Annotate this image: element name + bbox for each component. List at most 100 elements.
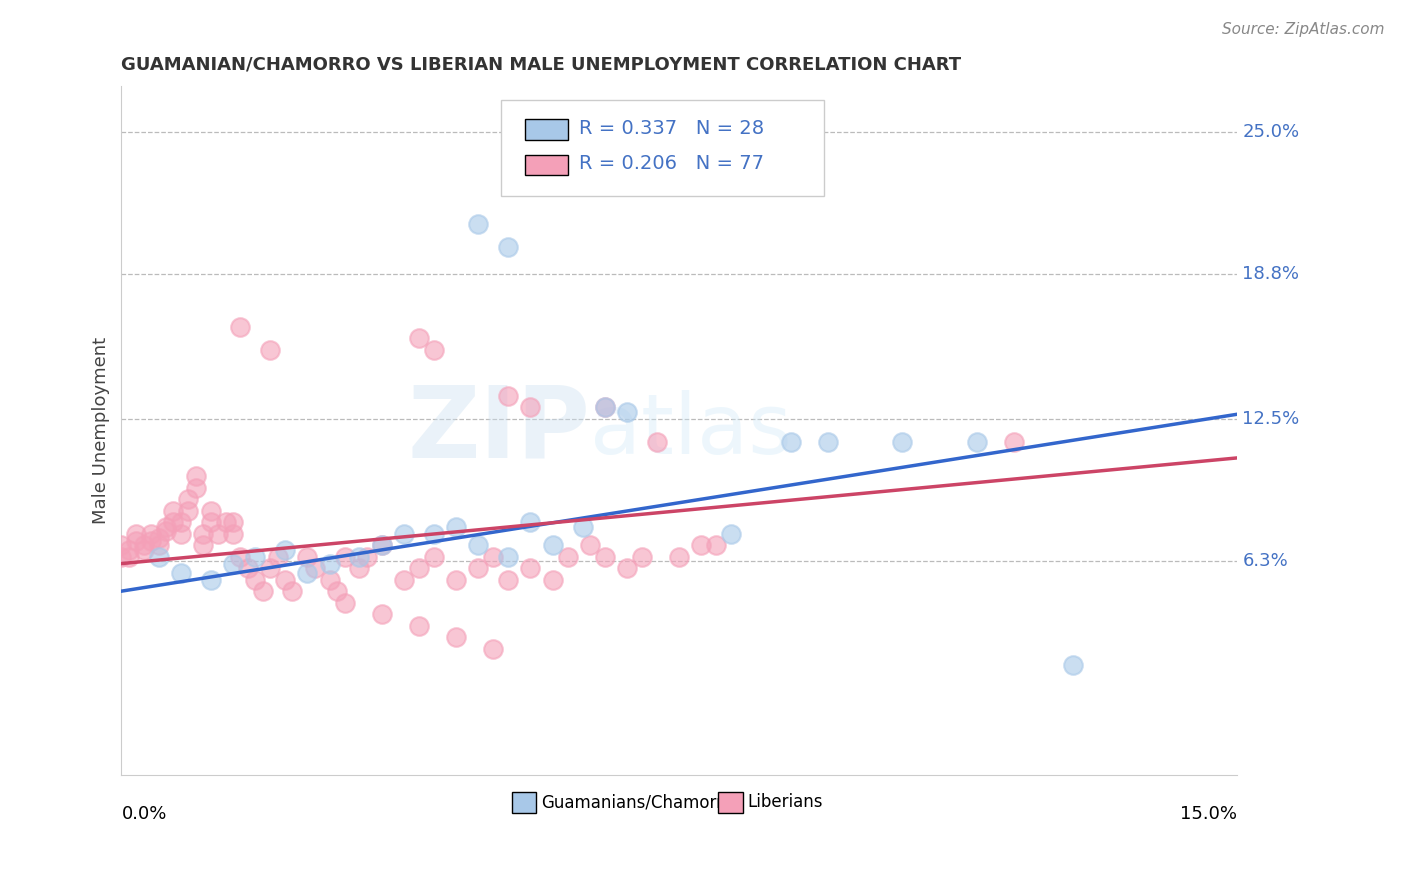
Text: R = 0.337   N = 28: R = 0.337 N = 28 bbox=[579, 119, 763, 138]
Point bbox=[193, 526, 215, 541]
Point bbox=[423, 526, 446, 541]
Point bbox=[392, 526, 415, 541]
Point bbox=[193, 538, 215, 552]
Text: Guamanians/Chamorros: Guamanians/Chamorros bbox=[541, 794, 741, 812]
Point bbox=[259, 343, 281, 357]
Text: 15.0%: 15.0% bbox=[1180, 805, 1237, 823]
Point bbox=[245, 573, 267, 587]
Point bbox=[155, 520, 177, 534]
Point bbox=[170, 526, 193, 541]
Text: atlas: atlas bbox=[591, 390, 792, 471]
Point bbox=[408, 561, 430, 575]
Text: 18.8%: 18.8% bbox=[1243, 265, 1299, 283]
Point bbox=[423, 549, 446, 564]
Point bbox=[467, 217, 489, 231]
Text: 12.5%: 12.5% bbox=[1243, 410, 1299, 428]
Point bbox=[184, 481, 207, 495]
Point bbox=[817, 434, 839, 449]
Point bbox=[541, 573, 564, 587]
Point bbox=[349, 561, 371, 575]
Point bbox=[706, 538, 728, 552]
Point bbox=[162, 504, 184, 518]
Point bbox=[259, 561, 281, 575]
Point bbox=[222, 526, 245, 541]
Point bbox=[349, 549, 371, 564]
Point bbox=[274, 573, 297, 587]
Text: 0.0%: 0.0% bbox=[121, 805, 167, 823]
Text: ZIP: ZIP bbox=[408, 382, 591, 479]
Point bbox=[125, 533, 148, 548]
Point bbox=[370, 538, 392, 552]
Point bbox=[155, 524, 177, 539]
Point bbox=[467, 538, 489, 552]
Point bbox=[229, 320, 252, 334]
Point bbox=[333, 596, 356, 610]
Text: GUAMANIAN/CHAMORRO VS LIBERIAN MALE UNEMPLOYMENT CORRELATION CHART: GUAMANIAN/CHAMORRO VS LIBERIAN MALE UNEM… bbox=[121, 55, 962, 73]
Point bbox=[207, 526, 229, 541]
Point bbox=[1002, 434, 1025, 449]
Point bbox=[408, 618, 430, 632]
Point bbox=[162, 515, 184, 529]
Point bbox=[318, 557, 340, 571]
Point bbox=[616, 561, 638, 575]
Point bbox=[200, 515, 222, 529]
Point bbox=[720, 526, 742, 541]
Point bbox=[177, 492, 200, 507]
Point bbox=[148, 532, 170, 546]
Y-axis label: Male Unemployment: Male Unemployment bbox=[93, 337, 110, 524]
Point bbox=[444, 630, 467, 644]
Text: R = 0.206   N = 77: R = 0.206 N = 77 bbox=[579, 154, 763, 173]
Point bbox=[110, 538, 132, 552]
Text: 6.3%: 6.3% bbox=[1243, 552, 1288, 570]
Point bbox=[132, 538, 155, 552]
Point bbox=[519, 401, 541, 415]
Point bbox=[125, 526, 148, 541]
Text: Source: ZipAtlas.com: Source: ZipAtlas.com bbox=[1222, 22, 1385, 37]
Point bbox=[1062, 657, 1084, 672]
Point bbox=[631, 549, 654, 564]
Point bbox=[579, 538, 602, 552]
Point bbox=[593, 401, 616, 415]
Point bbox=[408, 331, 430, 345]
Point bbox=[645, 434, 668, 449]
Point bbox=[281, 584, 304, 599]
Point bbox=[110, 549, 132, 564]
Point bbox=[593, 401, 616, 415]
Point bbox=[467, 561, 489, 575]
Point bbox=[170, 566, 193, 580]
Point bbox=[222, 557, 245, 571]
Point bbox=[557, 549, 579, 564]
Point bbox=[297, 549, 319, 564]
Point bbox=[141, 526, 163, 541]
Point bbox=[593, 549, 616, 564]
Point bbox=[148, 549, 170, 564]
Point bbox=[668, 549, 690, 564]
Point bbox=[423, 343, 446, 357]
Point bbox=[496, 573, 519, 587]
Point bbox=[170, 515, 193, 529]
Point bbox=[779, 434, 801, 449]
Point bbox=[444, 573, 467, 587]
Point bbox=[245, 549, 267, 564]
Point bbox=[370, 607, 392, 621]
FancyBboxPatch shape bbox=[718, 792, 742, 813]
Point bbox=[236, 561, 259, 575]
Point bbox=[132, 542, 155, 557]
Point bbox=[444, 520, 467, 534]
Point bbox=[274, 542, 297, 557]
FancyBboxPatch shape bbox=[501, 100, 824, 196]
Point bbox=[214, 515, 236, 529]
Point bbox=[184, 469, 207, 483]
Point bbox=[148, 538, 170, 552]
Point bbox=[200, 573, 222, 587]
Point bbox=[496, 389, 519, 403]
Point bbox=[318, 573, 340, 587]
Point bbox=[966, 434, 988, 449]
Point bbox=[496, 239, 519, 253]
Point bbox=[304, 561, 326, 575]
Point bbox=[252, 584, 274, 599]
Point bbox=[333, 549, 356, 564]
Point bbox=[266, 549, 288, 564]
Point bbox=[370, 538, 392, 552]
Point bbox=[326, 584, 349, 599]
